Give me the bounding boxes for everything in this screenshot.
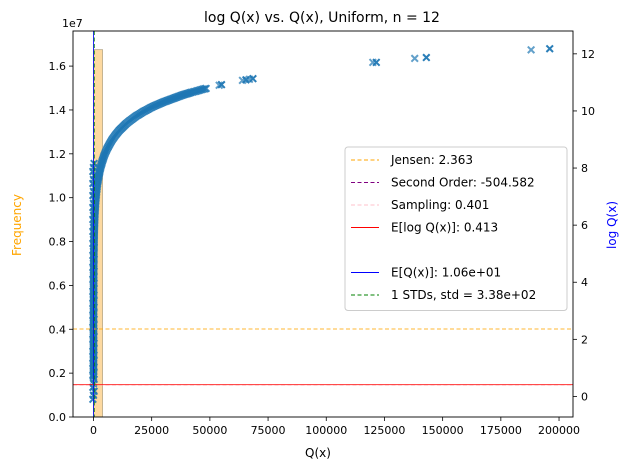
x-tick-label-0: 0: [90, 424, 97, 437]
legend-label-2: Sampling: 0.401: [391, 198, 489, 212]
legend-label-6: 1 STDs, std = 3.38e+02: [391, 288, 536, 302]
y-left-tick-label-4: 0.8: [49, 236, 67, 249]
x-tick-label-8: 200000: [538, 424, 580, 437]
scatter-outlier-7: [372, 58, 381, 67]
scatter-outlier-0: [215, 81, 224, 90]
y-right-tick-label-2: 4: [581, 276, 588, 289]
y-left-tick-label-2: 0.4: [49, 323, 67, 336]
x-tick-label-2: 50000: [192, 424, 227, 437]
y-right-tick-label-0: 0: [581, 390, 588, 403]
scatter-outlier-5: [248, 74, 257, 83]
x-tick-label-3: 75000: [251, 424, 286, 437]
legend-label-1: Second Order: -504.582: [391, 176, 535, 190]
y-right-tick-label-3: 6: [581, 219, 588, 232]
legend-label-5: E[Q(x)]: 1.06e+01: [391, 266, 501, 280]
x-tick-label-5: 125000: [363, 424, 405, 437]
legend-label-3: E[log Q(x)]: 0.413: [391, 221, 498, 235]
y-left-tick-label-8: 1.6: [49, 60, 67, 73]
y-left-tick-label-1: 0.2: [49, 367, 67, 380]
scatter-outlier-8: [410, 54, 419, 63]
y-left-tick-label-5: 1.0: [49, 192, 67, 205]
y-right-tick-label-1: 2: [581, 333, 588, 346]
x-tick-label-4: 100000: [305, 424, 347, 437]
y-left-tick-label-6: 1.2: [49, 148, 67, 161]
plot-area: [73, 31, 573, 417]
scatter-outlier-1: [217, 80, 226, 89]
y-right-tick-label-6: 12: [581, 48, 595, 61]
legend: Jensen: 2.363 Second Order: -504.582 Sampl…: [344, 146, 568, 311]
y-left-tick-label-0: 0.0: [49, 411, 67, 424]
x-axis-label: Q(x): [305, 446, 331, 460]
y-axis-right-label: log Q(x): [605, 201, 619, 249]
legend-label-0: Jensen: 2.363: [390, 153, 473, 167]
scatter-outlier-10: [527, 45, 536, 54]
legend-box: [344, 146, 568, 311]
axes-frame: [72, 30, 574, 418]
x-tick-label-1: 25000: [134, 424, 169, 437]
y-right-tick-label-4: 8: [581, 162, 588, 175]
scatter-point-243: [202, 84, 211, 93]
x-tick-label-6: 150000: [422, 424, 464, 437]
y-right-tick-label-5: 10: [581, 105, 595, 118]
y-left-tick-label-7: 1.4: [49, 104, 67, 117]
plot-content: [73, 31, 573, 417]
y-axis-multiplier: 1e7: [62, 17, 83, 30]
x-tick-label-7: 175000: [480, 424, 522, 437]
axes: 0 25000 50000 75000 100000 125000 150000 175000…: [49, 30, 595, 437]
y-left-tick-label-3: 0.6: [49, 279, 67, 292]
chart-title: log Q(x) vs. Q(x), Uniform, n = 12: [204, 10, 440, 26]
scatter-outlier-11: [545, 44, 554, 53]
scatter-outlier-9: [422, 53, 431, 62]
y-axis-left-label: Frequency: [10, 194, 24, 256]
